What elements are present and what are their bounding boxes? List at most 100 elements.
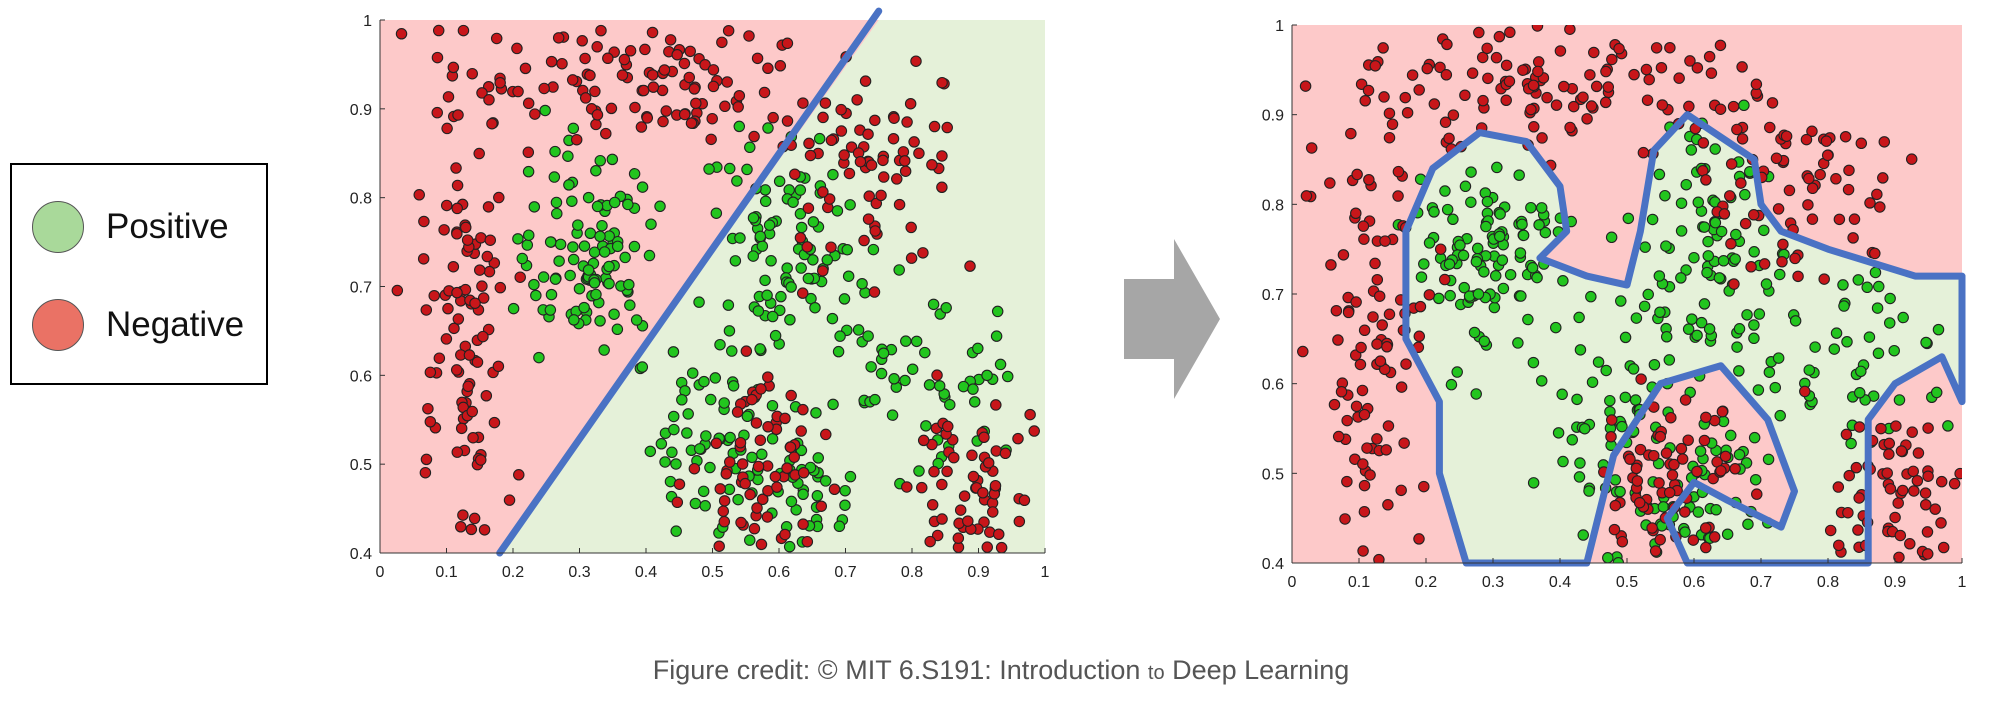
positive-point bbox=[682, 408, 694, 420]
negative-point bbox=[618, 53, 631, 66]
negative-point bbox=[522, 97, 535, 110]
positive-point bbox=[594, 315, 606, 327]
positive-point bbox=[759, 274, 771, 287]
negative-point bbox=[1395, 484, 1407, 497]
negative-point bbox=[1725, 158, 1738, 170]
positive-point bbox=[693, 443, 706, 455]
negative-point bbox=[488, 257, 501, 269]
negative-point bbox=[1852, 524, 1864, 536]
positive-point bbox=[787, 196, 799, 208]
positive-point bbox=[766, 433, 779, 445]
positive-point bbox=[550, 196, 563, 209]
positive-point bbox=[628, 168, 641, 180]
positive-point bbox=[1516, 218, 1528, 231]
linear-boundary-chart-svg: 0 0.1 0.2 0.3 0.4 0.5 0.6 0.7 0.8 0.9 1 0.4 0.5 0.6 0.… bbox=[350, 7, 1050, 581]
negative-point bbox=[1850, 461, 1863, 474]
negative-point bbox=[789, 168, 801, 180]
negative-point bbox=[1377, 42, 1389, 54]
positive-point bbox=[726, 345, 738, 357]
x-tick-label: 0.4 bbox=[635, 564, 657, 581]
positive-point bbox=[1893, 394, 1906, 406]
negative-point bbox=[1381, 341, 1393, 353]
negative-point bbox=[1875, 422, 1887, 435]
credit-suffix: Deep Learning bbox=[1172, 655, 1350, 685]
positive-point bbox=[1659, 189, 1671, 202]
positive-point bbox=[1527, 356, 1540, 369]
negative-point bbox=[1772, 203, 1785, 215]
positive-point bbox=[1695, 316, 1708, 329]
positive-point bbox=[744, 534, 756, 546]
negative-point bbox=[1364, 469, 1376, 481]
positive-point bbox=[990, 330, 1003, 342]
positive-point bbox=[1769, 381, 1782, 394]
positive-point bbox=[821, 254, 834, 266]
negative-point bbox=[678, 57, 691, 70]
negative-point bbox=[1736, 61, 1748, 73]
positive-point bbox=[710, 207, 723, 219]
data-points bbox=[391, 24, 1040, 553]
negative-point bbox=[1379, 235, 1391, 247]
negative-point bbox=[986, 506, 999, 518]
negative-point bbox=[493, 191, 505, 204]
negative-point bbox=[1892, 497, 1904, 509]
negative-point bbox=[735, 516, 747, 529]
positive-point bbox=[747, 212, 760, 224]
negative-point bbox=[576, 35, 588, 47]
positive-point bbox=[856, 277, 868, 290]
negative-point bbox=[1608, 523, 1621, 536]
negative-point bbox=[1896, 484, 1909, 497]
negative-point bbox=[420, 453, 433, 466]
negative-point bbox=[843, 167, 856, 180]
negative-point bbox=[455, 521, 467, 533]
negative-point bbox=[511, 42, 523, 55]
negative-point bbox=[589, 85, 601, 98]
negative-point bbox=[428, 289, 440, 302]
negative-point bbox=[797, 518, 809, 530]
positive-point bbox=[636, 361, 649, 373]
negative-point bbox=[862, 213, 875, 225]
negative-point bbox=[795, 425, 807, 437]
positive-point bbox=[1838, 300, 1850, 312]
positive-point bbox=[522, 165, 535, 178]
negative-point bbox=[492, 360, 505, 373]
negative-point bbox=[1332, 334, 1344, 346]
negative-point bbox=[424, 416, 437, 428]
negative-point bbox=[1643, 73, 1655, 86]
negative-point bbox=[477, 330, 489, 343]
positive-point bbox=[906, 363, 919, 375]
negative-point bbox=[514, 271, 526, 283]
negative-point bbox=[1906, 426, 1918, 438]
y-tick-label: 0.5 bbox=[1262, 466, 1284, 483]
positive-point bbox=[1614, 485, 1626, 498]
negative-point bbox=[420, 304, 433, 316]
negative-point bbox=[1783, 184, 1796, 197]
linear-boundary-chart: 0 0.1 0.2 0.3 0.4 0.5 0.6 0.7 0.8 0.9 1 0.4 0.5 0.6 0.… bbox=[340, 0, 1080, 620]
positive-point bbox=[1733, 365, 1745, 377]
negative-point bbox=[1890, 420, 1902, 432]
positive-point bbox=[1739, 188, 1751, 201]
negative-point bbox=[1799, 385, 1811, 398]
negative-point bbox=[1371, 433, 1383, 445]
negative-point bbox=[467, 431, 479, 444]
negative-point bbox=[1663, 486, 1676, 499]
negative-point bbox=[718, 515, 731, 528]
negative-point bbox=[863, 190, 875, 202]
negative-point bbox=[476, 280, 488, 292]
negative-point bbox=[1577, 91, 1589, 103]
positive-point bbox=[1698, 221, 1711, 233]
negative-point bbox=[1780, 130, 1793, 142]
y-tick-label: 0.9 bbox=[350, 102, 372, 119]
negative-point bbox=[904, 97, 917, 110]
x-tick-label: 0.9 bbox=[967, 564, 989, 581]
positive-point bbox=[582, 191, 595, 204]
positive-point bbox=[562, 150, 574, 162]
positive-point bbox=[1646, 213, 1659, 226]
positive-point bbox=[1702, 250, 1715, 262]
negative-point bbox=[1646, 522, 1658, 534]
positive-point bbox=[919, 346, 931, 359]
negative-point bbox=[646, 69, 659, 81]
negative-point bbox=[1912, 447, 1925, 459]
negative-point bbox=[755, 538, 768, 551]
negative-point bbox=[928, 465, 940, 478]
positive-point bbox=[1709, 143, 1721, 155]
